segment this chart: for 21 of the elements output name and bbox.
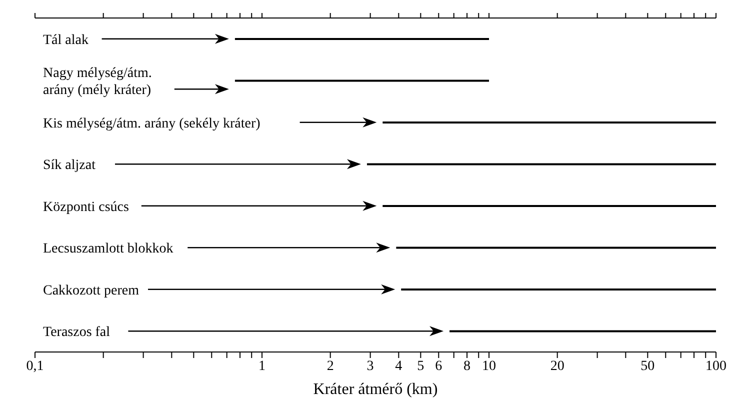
- x-tick-label: 1: [258, 358, 266, 374]
- y-tick-label: Lecsuszamlott blokkok: [43, 242, 174, 257]
- y-tick-label: Teraszos fal: [43, 325, 110, 340]
- x-axis-title: Kráter átmérő (km): [313, 381, 438, 398]
- x-tick-label: 0,1: [26, 358, 44, 374]
- x-tick-label: 8: [464, 358, 470, 374]
- x-tick-label: 6: [435, 358, 442, 374]
- y-tick-label: Sík aljzat: [43, 158, 96, 174]
- x-tick-label: 100: [706, 358, 726, 374]
- x-tick-label: 50: [640, 358, 655, 374]
- x-tick-label: 3: [366, 358, 374, 374]
- x-tick-label: 10: [482, 358, 496, 374]
- y-tick-label: Kis mélység/átm. arány (sekély kráter): [43, 116, 261, 132]
- y-tick-label: Cakkozott perem: [43, 283, 140, 298]
- y-tick-label: Központi csúcs: [43, 200, 129, 215]
- y-tick-label: Nagy mélység/átm. arány (mély kráter): [43, 66, 152, 98]
- x-tick-label: 20: [550, 358, 564, 374]
- y-tick-label: Tál alak: [43, 32, 88, 48]
- x-tick-label: 2: [326, 358, 334, 374]
- x-tick-label: 5: [417, 358, 424, 374]
- x-tick-label: 4: [395, 358, 402, 374]
